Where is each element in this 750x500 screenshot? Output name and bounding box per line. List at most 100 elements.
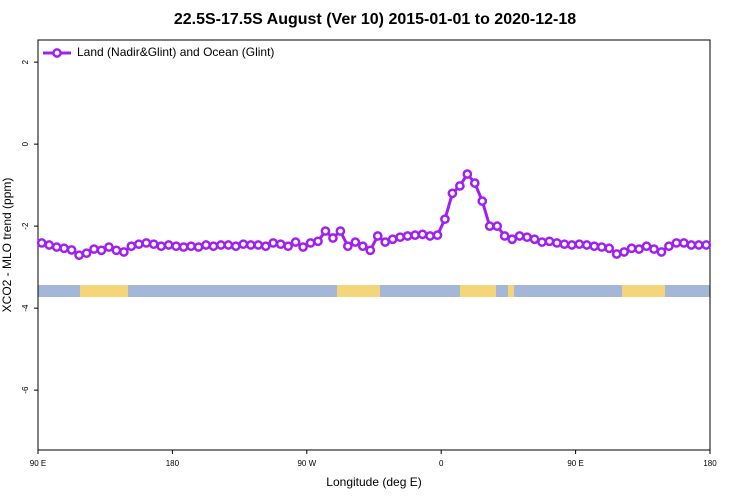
land-band (508, 285, 514, 297)
data-point (223, 240, 234, 250)
data-point (537, 237, 547, 247)
data-point (104, 242, 114, 252)
data-point (268, 238, 279, 248)
data-point (425, 231, 435, 241)
data-point (320, 226, 331, 236)
data-point (567, 240, 577, 250)
data-point (36, 238, 47, 248)
chart-title: 22.5S-17.5S August (Ver 10) 2015-01-01 t… (174, 11, 576, 28)
data-point (313, 236, 323, 247)
data-point (305, 238, 316, 248)
x-tick-label: 90 W (297, 459, 316, 468)
data-point (492, 221, 503, 231)
data-point (283, 241, 293, 252)
data-point (59, 243, 69, 254)
y-tick-label: -2 (21, 222, 30, 230)
data-point (552, 238, 562, 248)
data-point (343, 241, 353, 252)
data-point (208, 241, 219, 252)
data-point (89, 244, 99, 254)
data-point (74, 250, 84, 261)
data-point (641, 241, 652, 252)
data-point (701, 240, 712, 250)
data-point (328, 233, 338, 243)
data-point (357, 241, 368, 252)
y-tick-label: -4 (21, 304, 30, 312)
data-point (372, 231, 383, 241)
data-point (589, 241, 600, 252)
data-point (507, 234, 517, 245)
data-point (171, 241, 181, 252)
x-tick-label: 180 (703, 459, 717, 468)
data-point (440, 214, 450, 225)
data-point (671, 238, 682, 248)
land-band (80, 285, 128, 297)
data-point (514, 231, 525, 241)
x-tick-label: 0 (439, 459, 444, 468)
data-point (178, 242, 189, 252)
data-point (231, 241, 241, 252)
data-point (380, 237, 391, 247)
data-point (432, 230, 443, 241)
data-point (679, 238, 689, 248)
data-point (186, 241, 196, 252)
data-point (455, 181, 465, 191)
data-point (522, 232, 532, 243)
data-point (156, 241, 167, 252)
data-point (686, 240, 697, 250)
data-point (253, 240, 264, 250)
data-point (402, 231, 413, 241)
data-point (44, 240, 55, 250)
data-point (335, 226, 346, 236)
data-point (596, 242, 607, 252)
data-point (634, 244, 644, 254)
data-point (216, 240, 226, 250)
y-tick-label: 2 (21, 59, 30, 64)
data-point (163, 240, 174, 250)
data-point (395, 232, 405, 243)
data-point (499, 231, 510, 241)
x-tick-label: 90 E (567, 459, 583, 468)
data-point (387, 234, 398, 245)
data-point (462, 169, 473, 179)
data-point (656, 247, 667, 257)
data-point (365, 245, 376, 256)
data-point (469, 178, 480, 188)
data-point (581, 240, 592, 250)
data-point (484, 221, 495, 231)
land-band (337, 285, 380, 297)
data-point (141, 238, 152, 248)
data-point (275, 239, 286, 250)
data-point (626, 243, 637, 254)
legend-label: Land (Nadir&Glint) and Ocean (Glint) (77, 45, 274, 59)
data-point (664, 241, 674, 252)
data-point (119, 247, 129, 257)
x-tick-label: 180 (166, 459, 180, 468)
data-point (350, 237, 361, 247)
y-axis-label: XCO2 - MLO trend (ppm) (0, 178, 14, 313)
legend-marker (52, 48, 62, 58)
data-point (559, 239, 570, 250)
data-point (611, 249, 622, 259)
land-band (622, 285, 665, 297)
data-point (126, 241, 137, 252)
data-point (111, 245, 122, 256)
data-point (51, 242, 62, 252)
data-point (649, 244, 659, 254)
data-point (238, 239, 249, 250)
y-tick-label: 0 (21, 141, 30, 146)
data-point (96, 245, 107, 256)
data-point (574, 239, 585, 250)
data-point (477, 196, 488, 206)
data-point (66, 245, 77, 255)
data-point (410, 230, 420, 241)
data-point (604, 243, 615, 254)
data-point (148, 239, 159, 250)
data-point (81, 248, 92, 259)
data-point (619, 247, 629, 257)
x-axis-label: Longitude (deg E) (326, 475, 421, 489)
data-point (193, 242, 204, 252)
y-tick-label: -6 (21, 386, 30, 394)
land-band (460, 285, 496, 297)
